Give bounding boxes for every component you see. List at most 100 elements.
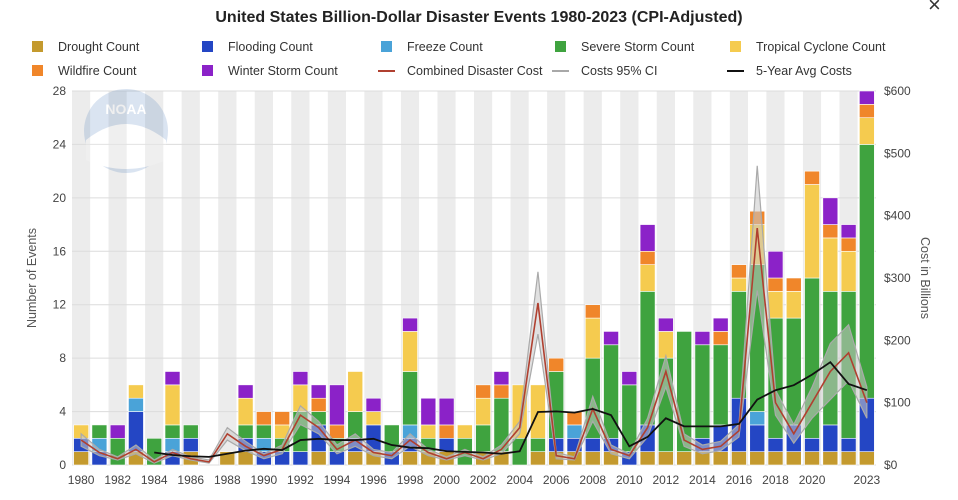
legend-item[interactable]: Flooding Count [202, 40, 313, 54]
bar-winter-storm-count[interactable] [329, 384, 345, 426]
bar-tropical-cyclone-count[interactable] [731, 277, 747, 292]
bar-winter-storm-count[interactable] [292, 371, 309, 386]
bar-winter-storm-count[interactable] [438, 397, 455, 426]
bar-drought-count[interactable] [767, 451, 784, 466]
close-icon[interactable]: × [928, 0, 941, 17]
legend-item[interactable]: Severe Storm Count [555, 40, 695, 54]
bar-drought-count[interactable] [840, 451, 857, 466]
bar-wildfire-count[interactable] [584, 304, 601, 319]
bar-flooding-count[interactable] [584, 437, 601, 452]
bar-drought-count[interactable] [859, 451, 875, 466]
bar-wildfire-count[interactable] [822, 224, 839, 239]
bar-tropical-cyclone-count[interactable] [457, 424, 473, 439]
bar-flooding-count[interactable] [292, 451, 309, 466]
bar-winter-storm-count[interactable] [237, 384, 254, 399]
bar-winter-storm-count[interactable] [621, 371, 638, 386]
bar-severe-storm-count[interactable] [785, 317, 802, 426]
bar-severe-storm-count[interactable] [109, 437, 126, 466]
bar-drought-count[interactable] [584, 451, 601, 466]
bar-winter-storm-count[interactable] [420, 397, 437, 426]
bar-wildfire-count[interactable] [475, 384, 491, 399]
bar-severe-storm-count[interactable] [621, 384, 638, 452]
legend-item[interactable]: Freeze Count [381, 40, 483, 54]
bar-drought-count[interactable] [237, 451, 254, 466]
bar-tropical-cyclone-count[interactable] [822, 237, 839, 292]
bar-flooding-count[interactable] [822, 424, 839, 452]
legend-item[interactable]: Combined Disaster Cost [378, 64, 543, 78]
bar-winter-storm-count[interactable] [365, 397, 382, 412]
bar-tropical-cyclone-count[interactable] [128, 384, 144, 399]
bar-winter-storm-count[interactable] [603, 331, 619, 346]
bar-drought-count[interactable] [658, 451, 674, 466]
bar-wildfire-count[interactable] [639, 250, 656, 265]
legend-item[interactable]: Costs 95% CI [552, 64, 657, 78]
bar-tropical-cyclone-count[interactable] [804, 184, 820, 279]
bar-tropical-cyclone-count[interactable] [475, 397, 491, 426]
bar-tropical-cyclone-count[interactable] [237, 397, 254, 426]
bar-severe-storm-count[interactable] [475, 424, 491, 452]
bar-drought-count[interactable] [676, 451, 692, 466]
bar-freeze-count[interactable] [566, 424, 583, 439]
bar-severe-storm-count[interactable] [91, 424, 108, 439]
bar-winter-storm-count[interactable] [822, 197, 839, 225]
bar-flooding-count[interactable] [182, 437, 199, 452]
bar-wildfire-count[interactable] [329, 424, 345, 439]
legend-item[interactable]: Drought Count [32, 40, 140, 54]
bar-drought-count[interactable] [804, 451, 820, 466]
bar-severe-storm-count[interactable] [182, 424, 199, 439]
bar-wildfire-count[interactable] [785, 277, 802, 292]
bar-winter-storm-count[interactable] [712, 317, 729, 332]
bar-flooding-count[interactable] [767, 437, 784, 452]
bar-freeze-count[interactable] [749, 411, 766, 426]
bar-wildfire-count[interactable] [438, 424, 455, 439]
bar-wildfire-count[interactable] [493, 384, 510, 399]
bar-wildfire-count[interactable] [731, 264, 747, 279]
bar-drought-count[interactable] [530, 451, 546, 466]
bar-tropical-cyclone-count[interactable] [584, 317, 601, 359]
bar-severe-storm-count[interactable] [694, 344, 711, 439]
bar-flooding-count[interactable] [804, 437, 820, 452]
bar-drought-count[interactable] [402, 451, 418, 466]
bar-winter-storm-count[interactable] [694, 331, 711, 346]
bar-tropical-cyclone-count[interactable] [639, 264, 656, 292]
bar-wildfire-count[interactable] [548, 357, 565, 372]
bar-drought-count[interactable] [712, 451, 729, 466]
bar-freeze-count[interactable] [128, 397, 144, 412]
bar-tropical-cyclone-count[interactable] [365, 411, 382, 426]
bar-drought-count[interactable] [731, 451, 747, 466]
bar-tropical-cyclone-count[interactable] [859, 117, 875, 145]
bar-drought-count[interactable] [785, 451, 802, 466]
bar-drought-count[interactable] [347, 451, 364, 466]
bar-tropical-cyclone-count[interactable] [347, 371, 364, 412]
bar-tropical-cyclone-count[interactable] [420, 424, 437, 439]
bar-wildfire-count[interactable] [804, 170, 820, 185]
bar-wildfire-count[interactable] [256, 411, 272, 426]
legend-item[interactable]: Wildfire Count [32, 64, 137, 78]
bar-severe-storm-count[interactable] [859, 144, 875, 399]
bar-wildfire-count[interactable] [310, 397, 327, 412]
bar-winter-storm-count[interactable] [109, 424, 126, 439]
bar-winter-storm-count[interactable] [639, 224, 656, 252]
legend-item[interactable]: Tropical Cyclone Count [730, 40, 886, 54]
bar-drought-count[interactable] [822, 451, 839, 466]
legend-item[interactable]: 5-Year Avg Costs [727, 64, 852, 78]
bar-wildfire-count[interactable] [859, 104, 875, 119]
bar-severe-storm-count[interactable] [530, 437, 546, 452]
bar-winter-storm-count[interactable] [493, 371, 510, 386]
line-5-year-avg-costs[interactable] [154, 360, 868, 458]
bar-wildfire-count[interactable] [274, 411, 290, 426]
bar-wildfire-count[interactable] [566, 411, 583, 426]
legend-item[interactable]: Winter Storm Count [202, 64, 338, 78]
bar-winter-storm-count[interactable] [840, 224, 857, 239]
bar-tropical-cyclone-count[interactable] [767, 291, 784, 319]
bar-flooding-count[interactable] [840, 437, 857, 452]
bar-tropical-cyclone-count[interactable] [402, 331, 418, 372]
bar-wildfire-count[interactable] [767, 277, 784, 292]
bar-drought-count[interactable] [310, 451, 327, 466]
bar-severe-storm-count[interactable] [237, 424, 254, 439]
bar-severe-storm-count[interactable] [712, 344, 729, 426]
bar-severe-storm-count[interactable] [402, 371, 418, 426]
bar-wildfire-count[interactable] [840, 237, 857, 252]
bar-winter-storm-count[interactable] [859, 90, 875, 105]
bar-drought-count[interactable] [639, 451, 656, 466]
